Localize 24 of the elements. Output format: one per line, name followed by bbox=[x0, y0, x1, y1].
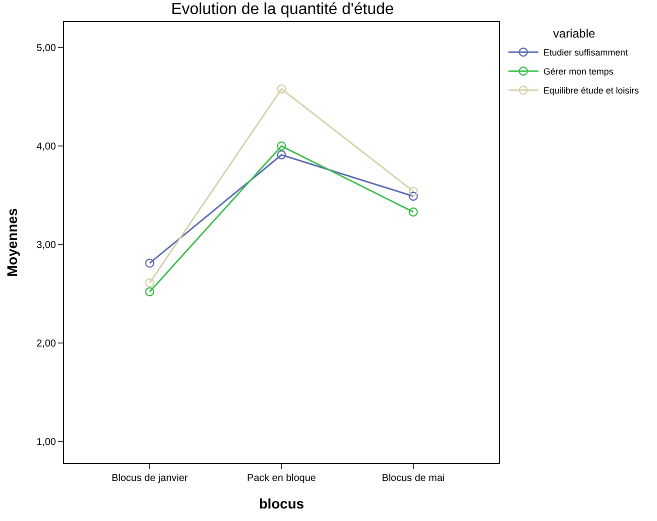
legend-title: variable bbox=[553, 26, 596, 41]
x-tick-label: Blocus de mai bbox=[382, 473, 445, 484]
point bbox=[276, 150, 286, 160]
x-tick-label: Blocus de janvier bbox=[112, 473, 188, 484]
point bbox=[408, 192, 418, 201]
y-tick-label: 1,00 bbox=[36, 436, 56, 448]
point bbox=[276, 141, 286, 151]
legend-label: Gérer mon temps bbox=[543, 66, 614, 77]
legend-label: Etudier suffisamment bbox=[543, 48, 628, 58]
y-tick-label: 5,00 bbox=[36, 43, 56, 54]
point bbox=[145, 258, 154, 268]
legend-label: Equilibre étude et loisirs bbox=[543, 86, 640, 96]
chart-title: Evolution de la quantité d'étude bbox=[171, 0, 394, 18]
point bbox=[408, 207, 418, 217]
x-axis-title: blocus bbox=[258, 495, 304, 512]
y-tick-label: 4,00 bbox=[36, 142, 56, 153]
y-tick-label: 2,00 bbox=[36, 338, 56, 350]
point bbox=[145, 287, 154, 296]
y-axis-title: Moyennes bbox=[4, 208, 20, 277]
point bbox=[408, 186, 418, 196]
y-tick-label: 3,00 bbox=[36, 240, 56, 251]
x-tick-label: Pack en bloque bbox=[247, 473, 316, 484]
point bbox=[145, 278, 154, 288]
point bbox=[276, 84, 286, 94]
